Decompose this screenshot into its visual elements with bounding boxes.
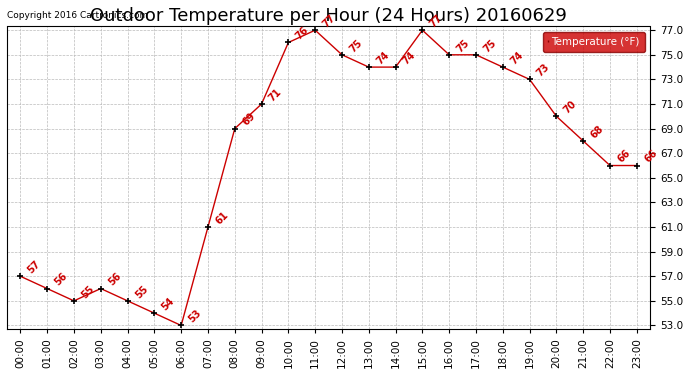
Legend: Temperature (°F): Temperature (°F) [543,32,645,52]
Text: 75: 75 [455,38,471,54]
Text: 57: 57 [26,259,43,276]
Title: Outdoor Temperature per Hour (24 Hours) 20160629: Outdoor Temperature per Hour (24 Hours) … [90,7,567,25]
Text: 74: 74 [401,50,417,66]
Text: 53: 53 [187,308,204,325]
Text: 70: 70 [562,99,579,116]
Text: 56: 56 [106,271,123,288]
Text: 66: 66 [642,148,659,165]
Text: 74: 74 [375,50,391,66]
Text: 55: 55 [133,284,150,300]
Text: 74: 74 [509,50,525,66]
Text: 73: 73 [535,62,552,79]
Text: 69: 69 [240,111,257,128]
Text: 66: 66 [615,148,632,165]
Text: 61: 61 [213,210,230,226]
Text: 75: 75 [482,38,498,54]
Text: Copyright 2016 Cartronics.com: Copyright 2016 Cartronics.com [7,12,148,21]
Text: 56: 56 [52,271,69,288]
Text: 75: 75 [348,38,364,54]
Text: 76: 76 [294,25,310,42]
Text: 77: 77 [428,13,444,29]
Text: 55: 55 [79,284,96,300]
Text: 54: 54 [160,296,177,312]
Text: 77: 77 [321,13,337,29]
Text: 68: 68 [589,123,605,140]
Text: 71: 71 [267,87,284,103]
